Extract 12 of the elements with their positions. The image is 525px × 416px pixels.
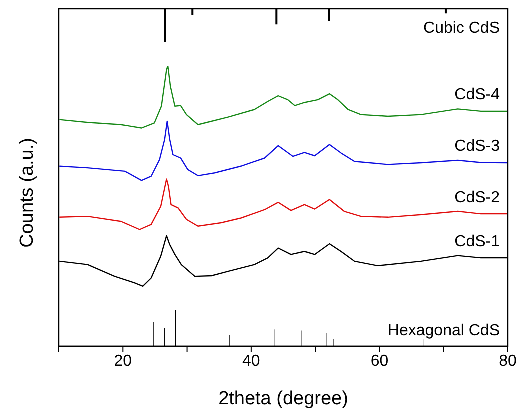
series-label: CdS-4 (454, 86, 500, 104)
series-label: Hexagonal CdS (388, 322, 500, 340)
x-tick-label: 20 (114, 352, 132, 370)
x-tick-label: 60 (370, 352, 389, 370)
y-axis-title: Counts (a.u.) (17, 138, 38, 248)
x-tick-label: 40 (242, 352, 260, 370)
series-label: CdS-3 (454, 138, 500, 156)
series-label: Cubic CdS (424, 20, 500, 37)
series-label: CdS-2 (454, 189, 500, 206)
x-axis-title: 2theta (degree) (218, 388, 348, 410)
series-label: CdS-1 (454, 233, 500, 250)
x-tick-label: 80 (499, 352, 517, 370)
